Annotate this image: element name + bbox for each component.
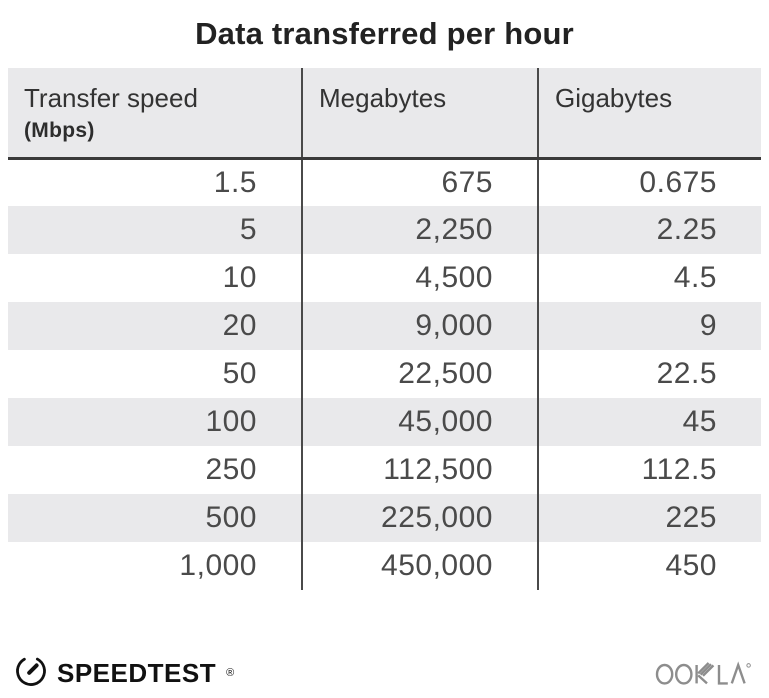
cell-megabytes: 22,500 — [302, 350, 539, 398]
cell-gigabytes: 45 — [538, 398, 761, 446]
table-row: 1,000 450,000 450 — [8, 542, 761, 590]
table-row: 250 112,500 112.5 — [8, 446, 761, 494]
table-header: Transfer speed (Mbps) Megabytes Gigabyte… — [8, 68, 761, 160]
header-megabytes-label: Megabytes — [319, 83, 447, 113]
cell-megabytes: 225,000 — [302, 494, 539, 542]
cell-speed: 250 — [8, 446, 303, 494]
header-mbps-sublabel: (Mbps) — [24, 119, 95, 142]
table-row: 1.5 675 0.675 — [8, 158, 761, 206]
table-row: 500 225,000 225 — [8, 494, 761, 542]
table-row: 50 22,500 22.5 — [8, 350, 761, 398]
table-row: 5 2,250 2.25 — [8, 206, 761, 254]
header-transfer-speed-label: Transfer speed — [24, 83, 198, 113]
cell-speed: 500 — [8, 494, 303, 542]
table-row: 10 4,500 4.5 — [8, 254, 761, 302]
cell-gigabytes: 0.675 — [639, 165, 717, 199]
table-row: 20 9,000 9 — [8, 302, 761, 350]
cell-megabytes: 112,500 — [302, 446, 539, 494]
header-gigabytes-label: Gigabytes — [555, 83, 673, 113]
header-gigabytes: Gigabytes — [538, 68, 761, 160]
cell-gigabytes: 9 — [538, 302, 761, 350]
footer: SPEEDTEST ® OOKLA — [14, 650, 759, 696]
cell-speed: 20 — [8, 302, 303, 350]
cell-megabytes: 45,000 — [302, 398, 539, 446]
table-body: 1.5 675 0.675 5 2,250 2.25 10 4,500 4.5 … — [8, 158, 761, 590]
speedtest-registered-mark: ® — [226, 667, 235, 679]
header-transfer-speed: Transfer speed (Mbps) — [8, 68, 303, 160]
cell-speed: 5 — [8, 206, 303, 254]
cell-gigabytes: 22.5 — [656, 357, 717, 390]
speedtest-logo: SPEEDTEST ® — [14, 654, 234, 693]
cell-megabytes: 4,500 — [302, 254, 539, 302]
cell-gigabytes: 2.25 — [538, 206, 761, 254]
cell-speed: 50 — [8, 350, 303, 398]
speedtest-wordmark: SPEEDTEST — [57, 657, 217, 688]
table-row: 100 45,000 45 — [8, 398, 761, 446]
cell-gigabytes: 112.5 — [641, 453, 717, 486]
cell-megabytes: 2,250 — [302, 206, 539, 254]
page-title: Data transferred per hour — [195, 16, 574, 51]
cell-gigabytes: 4.5 — [673, 261, 717, 294]
speedtest-gauge-icon — [14, 654, 48, 693]
data-table: Transfer speed (Mbps) Megabytes Gigabyte… — [8, 68, 761, 590]
cell-megabytes: 675 — [302, 158, 539, 206]
ookla-wordmark-icon — [655, 655, 759, 692]
cell-speed: 1.5 — [8, 158, 303, 206]
cell-gigabytes: 450 — [665, 549, 717, 582]
header-row: Transfer speed (Mbps) Megabytes Gigabyte… — [8, 68, 761, 160]
cell-megabytes: 9,000 — [302, 302, 539, 350]
cell-gigabytes: 225 — [538, 494, 761, 542]
cell-speed: 1,000 — [8, 542, 303, 590]
cell-speed: 10 — [8, 254, 303, 302]
cell-speed: 100 — [8, 398, 303, 446]
header-megabytes: Megabytes — [302, 68, 539, 160]
cell-megabytes: 450,000 — [302, 542, 539, 590]
ookla-logo: OOKLA — [655, 655, 759, 692]
